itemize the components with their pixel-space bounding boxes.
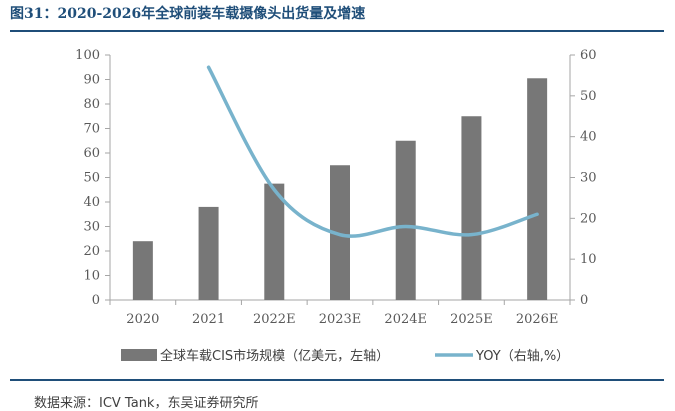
left-tick-label: 100 — [75, 48, 100, 63]
right-tick-label: 20 — [580, 211, 597, 226]
bar-series — [132, 78, 548, 301]
left-tick-label: 90 — [83, 73, 100, 88]
data-source: 数据来源：ICV Tank，东吴证券研究所 — [34, 396, 259, 411]
bar — [198, 206, 219, 300]
footer-rule — [10, 379, 664, 381]
bar — [264, 183, 285, 300]
left-tick-label: 30 — [83, 220, 100, 235]
legend-bar-swatch — [121, 349, 157, 361]
bar — [395, 140, 416, 300]
yoy-line — [206, 65, 539, 238]
bar — [132, 241, 153, 300]
left-tick-label: 0 — [92, 293, 100, 308]
x-tick-label: 2020 — [126, 312, 159, 327]
left-tick-label: 10 — [83, 269, 100, 284]
title-rule — [10, 30, 664, 32]
right-tick-label: 40 — [580, 130, 597, 145]
right-tick-label: 30 — [580, 171, 597, 186]
x-tick-label: 2024E — [384, 312, 427, 327]
x-tick-label: 2021 — [192, 312, 225, 327]
yoy-series — [206, 65, 539, 238]
legend-bar-label: 全球车载CIS市场规模（亿美元，左轴） — [160, 348, 389, 364]
legend: 全球车载CIS市场规模（亿美元，左轴） YOY（右轴,%） — [121, 348, 569, 364]
left-tick-label: 60 — [83, 146, 100, 161]
bar — [461, 116, 482, 300]
x-tick-label: 2023E — [319, 312, 362, 327]
x-tick-label: 2022E — [253, 312, 296, 327]
chart-title: 图31：2020-2026年全球前装车载摄像头出货量及增速 — [10, 6, 366, 22]
legend-line-label: YOY（右轴,%） — [475, 349, 569, 364]
left-tick-label: 50 — [83, 171, 100, 186]
left-tick-label: 40 — [83, 195, 100, 210]
bar — [527, 78, 548, 301]
tick-labels: 0 10 20 30 40 50 60 70 80 90 100 0 10 20 30 40 50 60 2020 2… — [75, 48, 596, 327]
left-tick-label: 20 — [83, 244, 100, 259]
x-tick-label: 2026E — [516, 312, 559, 327]
right-tick-label: 10 — [580, 252, 597, 267]
bar — [330, 165, 350, 300]
left-tick-label: 70 — [83, 122, 100, 137]
chart-area: 0 10 20 30 40 50 60 70 80 90 100 0 10 20 30 40 50 60 2020 2… — [75, 48, 596, 364]
right-tick-label: 50 — [580, 89, 597, 104]
right-tick-label: 0 — [580, 293, 588, 308]
right-tick-label: 60 — [580, 48, 597, 63]
x-tick-label: 2025E — [450, 312, 493, 327]
left-tick-label: 80 — [83, 97, 100, 112]
